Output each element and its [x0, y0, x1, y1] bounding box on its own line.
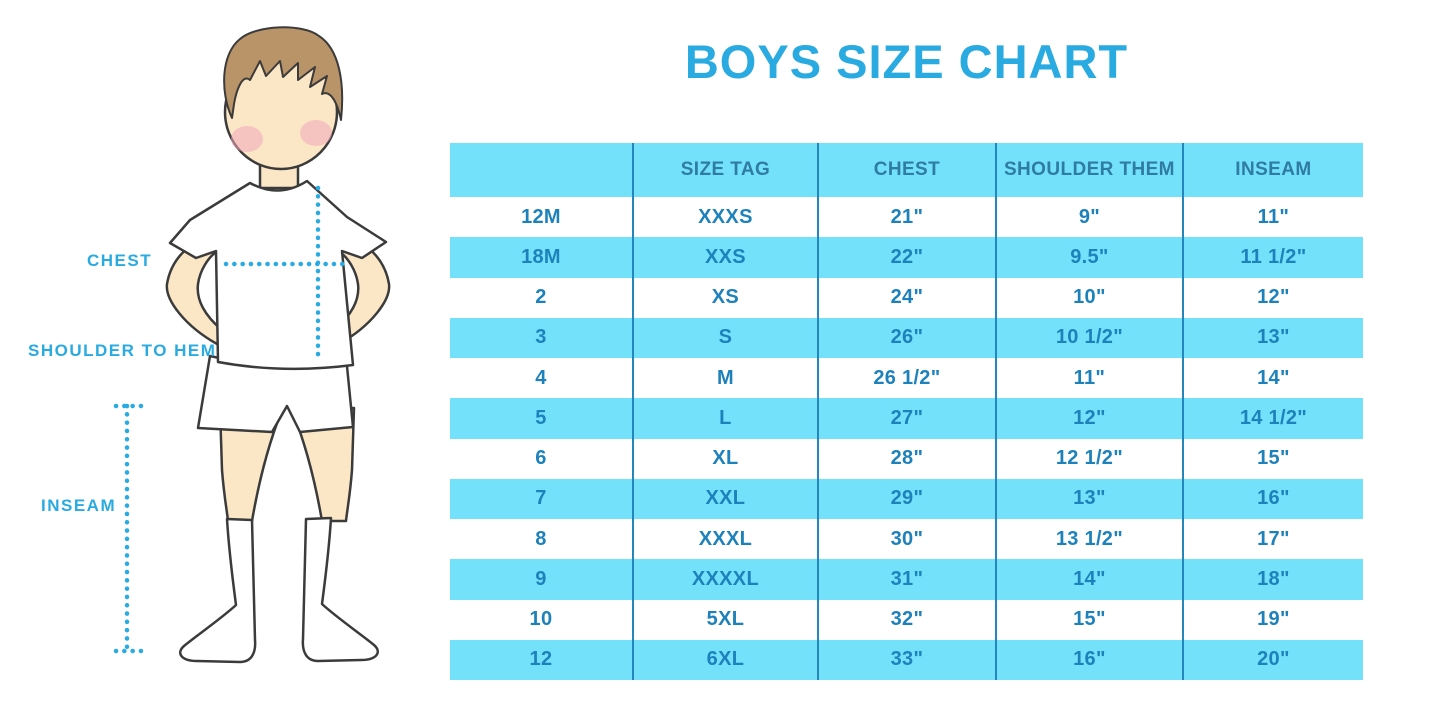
- table-cell: 17": [1181, 519, 1363, 560]
- size-table: SIZE TAG CHEST SHOULDER THEM INSEAM 12M X…: [450, 143, 1363, 680]
- table-cell: 12M: [521, 205, 561, 228]
- header-cell-shoulder-them: SHOULDER THEM: [994, 143, 1182, 197]
- table-cell: 26 1/2": [816, 358, 995, 399]
- table-cell: 32": [816, 599, 995, 640]
- table-cell: 12": [994, 398, 1182, 439]
- table-cell: 13": [1181, 317, 1363, 358]
- table-cell: XXL: [631, 478, 817, 519]
- table-cell: 5XL: [631, 599, 817, 640]
- table-cell: 12: [529, 648, 553, 671]
- table-cell: 9.5": [994, 237, 1182, 278]
- table-row: 12M XXXS 21" 9" 11": [450, 197, 1363, 238]
- table-cell: 9": [994, 197, 1182, 238]
- boy-figure-illustration: [113, 26, 391, 664]
- shoulder-to-hem-label: SHOULDER TO HEM: [28, 341, 217, 360]
- table-cell: 10": [994, 277, 1182, 318]
- table-row: 2 XS 24" 10" 12": [450, 277, 1363, 318]
- table-cell: 5: [535, 406, 547, 429]
- table-cell: 13": [994, 478, 1182, 519]
- table-row: 12 6XL 33" 16" 20": [450, 639, 1363, 680]
- table-cell: 20": [1181, 639, 1363, 680]
- right-sock: [301, 516, 379, 663]
- table-row: 3 S 26" 10 1/2" 13": [450, 317, 1363, 358]
- blush-left: [231, 126, 263, 152]
- table-cell: 15": [994, 599, 1182, 640]
- table-cell: 12": [1181, 277, 1363, 318]
- table-cell: 2: [535, 286, 547, 309]
- table-header-row: SIZE TAG CHEST SHOULDER THEM INSEAM: [450, 143, 1363, 197]
- header-cell-chest: CHEST: [816, 143, 995, 197]
- table-cell: 16": [994, 639, 1182, 680]
- table-cell: 27": [816, 398, 995, 439]
- table-cell: 11 1/2": [1181, 237, 1363, 278]
- table-cell: XXS: [631, 237, 817, 278]
- tshirt: [168, 179, 388, 371]
- table-cell: 29": [816, 478, 995, 519]
- table-cell: XXXXL: [631, 559, 817, 600]
- table-cell: L: [631, 398, 817, 439]
- table-row: 18M XXS 22" 9.5" 11 1/2": [450, 237, 1363, 278]
- table-cell: 12 1/2": [994, 438, 1182, 479]
- table-cell: 15": [1181, 438, 1363, 479]
- table-row: 4 M 26 1/2" 11" 14": [450, 358, 1363, 399]
- table-cell: 14 1/2": [1181, 398, 1363, 439]
- table-cell: 14": [1181, 358, 1363, 399]
- table-cell: 3: [535, 326, 547, 349]
- table-cell: 8: [535, 527, 547, 550]
- page-title: BOYS SIZE CHART: [684, 35, 1129, 88]
- table-cell: 18M: [521, 245, 561, 268]
- chest-label: CHEST: [87, 251, 153, 270]
- header-cell-inseam: INSEAM: [1181, 143, 1363, 197]
- table-cell: XL: [631, 438, 817, 479]
- table-cell: 18": [1181, 559, 1363, 600]
- left-sock: [179, 517, 257, 664]
- table-cell: 28": [816, 438, 995, 479]
- table-cell: 6: [535, 447, 547, 470]
- table-row: 10 5XL 32" 15" 19": [450, 599, 1363, 640]
- table-cell: 7: [535, 487, 547, 510]
- table-cell: 24": [816, 277, 995, 318]
- table-cell: XXXL: [631, 519, 817, 560]
- table-cell: 4: [535, 366, 547, 389]
- table-cell: XXXS: [631, 197, 817, 238]
- table-cell: 10: [529, 608, 553, 631]
- table-cell: 22": [816, 237, 995, 278]
- table-cell: 19": [1181, 599, 1363, 640]
- table-body: 12M XXXS 21" 9" 11" 18M XXS 22" 9.5" 11 1/2" 2 XS 24…: [450, 197, 1363, 680]
- table-cell: 11": [994, 358, 1182, 399]
- table-row: 8 XXXL 30" 13 1/2" 17": [450, 519, 1363, 560]
- table-cell: 9: [535, 567, 547, 590]
- table-cell: S: [631, 317, 817, 358]
- table-cell: XS: [631, 277, 817, 318]
- hair: [223, 26, 344, 121]
- table-cell: 11": [1181, 197, 1363, 238]
- table-cell: 31": [816, 559, 995, 600]
- table-row: 6 XL 28" 12 1/2" 15": [450, 438, 1363, 479]
- table-cell: 33": [816, 639, 995, 680]
- header-cell-size-tag: SIZE TAG: [631, 143, 817, 197]
- table-row: 5 L 27" 12" 14 1/2": [450, 398, 1363, 439]
- header-cell-blank: [450, 143, 632, 197]
- table-row: 9 XXXXL 31" 14" 18": [450, 559, 1363, 600]
- blush-right: [300, 120, 332, 146]
- table-cell: 14": [994, 559, 1182, 600]
- table-cell: 26": [816, 317, 995, 358]
- table-cell: 10 1/2": [994, 317, 1182, 358]
- table-cell: 21": [816, 197, 995, 238]
- table-cell: 13 1/2": [994, 519, 1182, 560]
- inseam-label: INSEAM: [41, 496, 117, 515]
- table-cell: M: [631, 358, 817, 399]
- table-row: 7 XXL 29" 13" 16": [450, 478, 1363, 519]
- table-cell: 30": [816, 519, 995, 560]
- table-cell: 6XL: [631, 639, 817, 680]
- table-cell: 16": [1181, 478, 1363, 519]
